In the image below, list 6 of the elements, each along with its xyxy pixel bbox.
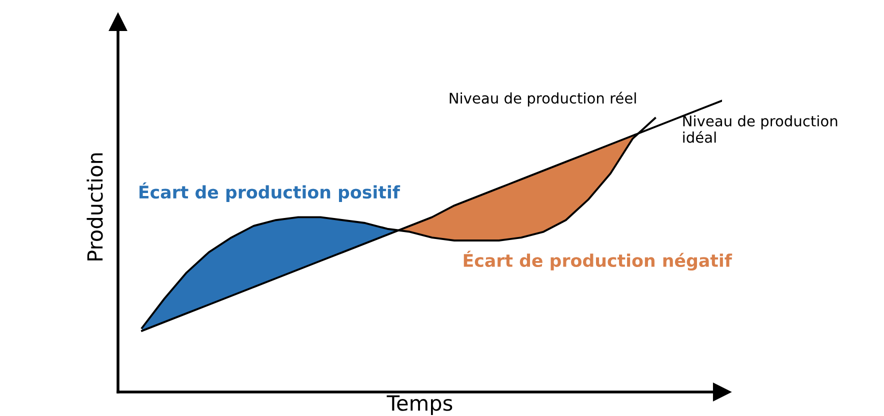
annotation: Écart de production positif	[140, 182, 400, 202]
series-label: Niveau de production idéal	[683, 115, 838, 143]
x-axis-title: Temps	[386, 395, 452, 415]
y-axis-title: Production	[86, 153, 103, 260]
series-label: Niveau de production réel	[450, 92, 636, 106]
annotation: Écart de production négatif	[464, 250, 732, 271]
